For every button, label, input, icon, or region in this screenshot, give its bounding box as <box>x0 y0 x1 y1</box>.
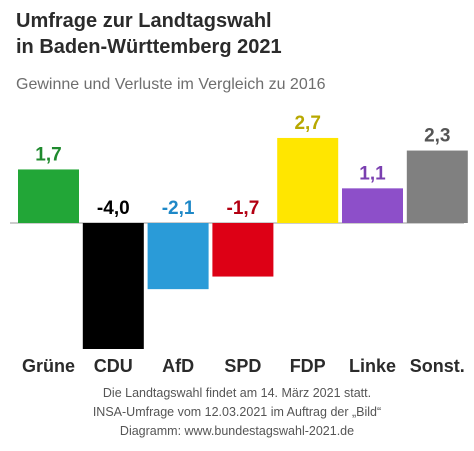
bar-spd <box>212 223 274 277</box>
category-label-grüne: Grüne <box>22 356 75 376</box>
value-label-linke: 1,1 <box>359 163 386 184</box>
footer-note-date: Die Landtagswahl findet am 14. März 2021… <box>102 386 372 400</box>
value-label-fdp: 2,7 <box>294 113 320 134</box>
bar-chart: 1,7 Grüne -4,0 CDU -2,1 AfD -1,7 SPD 2,7 FDP 1,1 Li… <box>10 113 468 376</box>
value-label-cdu: -4,0 <box>97 198 130 219</box>
footer-notes: Die Landtagswahl findet am 14. März 2021… <box>0 384 474 441</box>
value-label-grüne: 1,7 <box>35 144 61 165</box>
footer-note-source: INSA-Umfrage vom 12.03.2021 im Auftrag d… <box>92 405 382 419</box>
chart-title: Umfrage zur Landtagswahl in Baden-Württe… <box>16 8 282 60</box>
category-label-spd: SPD <box>224 356 261 376</box>
bar-fdp <box>277 137 339 223</box>
bar-sonst <box>406 150 468 223</box>
category-label-fdp: FDP <box>290 356 326 376</box>
category-label-linke: Linke <box>349 356 396 376</box>
bar-cdu <box>82 223 144 349</box>
value-label-spd: -1,7 <box>227 198 260 219</box>
chart-title-line2: in Baden-Württemberg 2021 <box>16 36 282 58</box>
bar-afd <box>147 223 209 290</box>
value-label-sonst: 2,3 <box>424 126 450 147</box>
category-label-cdu: CDU <box>94 356 133 376</box>
bar-grüne <box>18 169 79 223</box>
chart-title-line1: Umfrage zur Landtagswahl <box>16 10 272 32</box>
value-label-afd: -2,1 <box>162 198 195 219</box>
footer-note-credit: Diagramm: www.bundestagswahl-2021.de <box>119 424 355 438</box>
category-label-sonst: Sonst. <box>410 356 465 376</box>
category-label-afd: AfD <box>162 356 194 376</box>
bar-linke <box>342 188 403 223</box>
chart-subtitle: Gewinne und Verluste im Vergleich zu 201… <box>16 76 326 93</box>
